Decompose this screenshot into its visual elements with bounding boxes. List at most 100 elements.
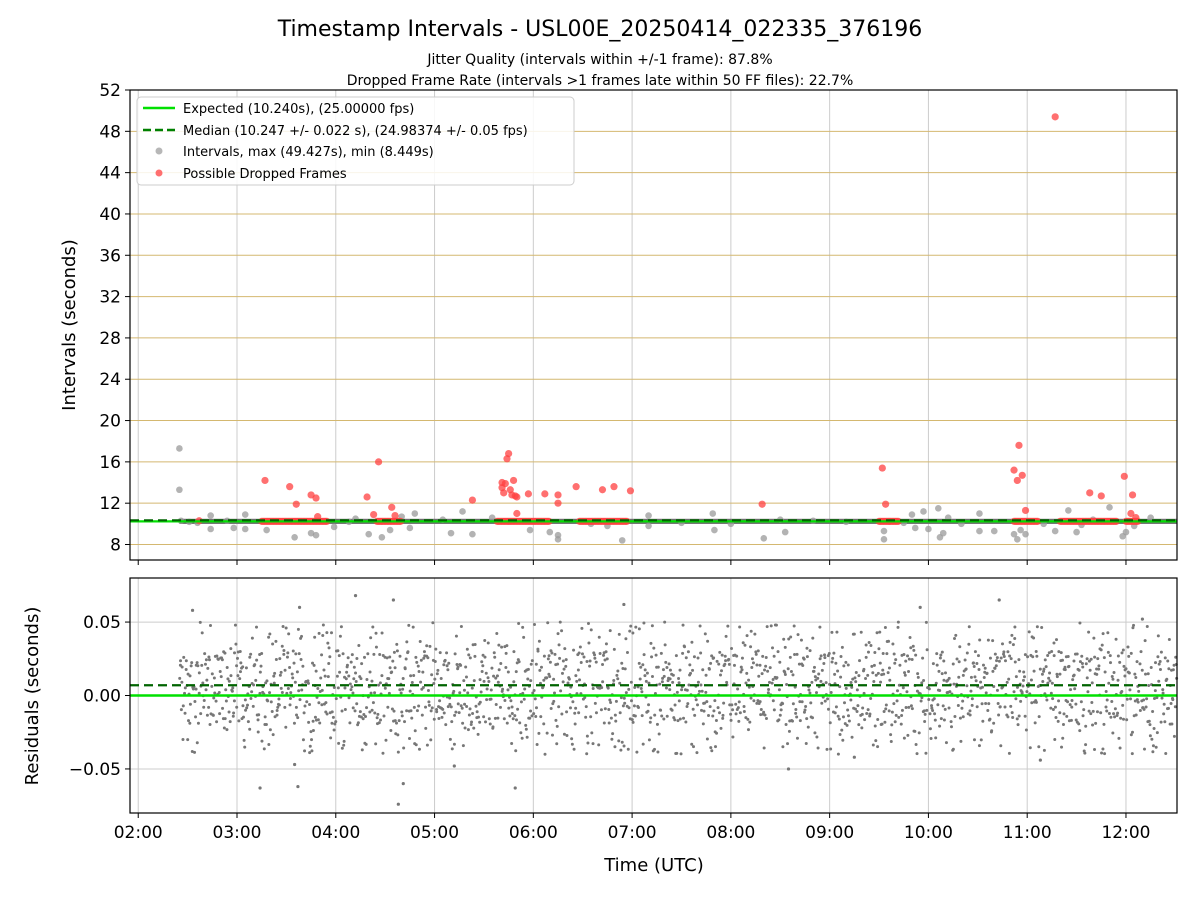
residual-point: [933, 712, 937, 716]
legend-intervals-marker: [155, 147, 163, 155]
residual-point: [1034, 649, 1038, 653]
residual-point: [977, 668, 981, 672]
interval-point: [990, 527, 998, 535]
residual-point: [206, 666, 210, 670]
residual-point: [915, 689, 919, 693]
residual-point: [1051, 697, 1055, 701]
residual-point: [705, 700, 709, 704]
residual-point: [569, 685, 573, 689]
residual-point: [570, 737, 574, 741]
residual-point: [322, 668, 326, 672]
residual-point: [297, 689, 301, 693]
residual-point: [817, 672, 821, 676]
residual-point: [362, 712, 366, 716]
residual-point: [1061, 736, 1065, 740]
residual-point: [483, 639, 487, 643]
residual-point: [269, 700, 273, 704]
residual-point: [617, 739, 621, 743]
residual-point: [419, 658, 423, 662]
residual-point: [572, 747, 576, 751]
interval-point: [176, 486, 183, 494]
interval-point: [934, 505, 942, 512]
residual-point: [374, 631, 378, 635]
residual-point: [1080, 654, 1084, 658]
residual-point: [911, 644, 915, 648]
residual-point: [744, 716, 748, 720]
residual-point: [1164, 751, 1168, 755]
residual-point: [235, 664, 239, 668]
residual-point: [1152, 697, 1156, 701]
residual-point: [925, 708, 929, 712]
residual-point: [1170, 722, 1174, 726]
residual-point: [953, 715, 957, 719]
residual-point: [885, 652, 889, 656]
residual-point: [542, 722, 546, 726]
residual-point: [279, 686, 283, 690]
residual-point: [370, 679, 374, 683]
residual-point: [218, 712, 222, 716]
residual-point: [556, 662, 560, 666]
residual-point: [675, 690, 679, 694]
residual-point: [567, 677, 571, 681]
residual-point: [690, 640, 694, 644]
residual-point: [869, 644, 873, 648]
residual-point: [1072, 659, 1076, 663]
residual-point: [573, 722, 577, 726]
x-tick-label: 08:00: [706, 823, 755, 843]
residual-point: [450, 720, 454, 724]
residual-point: [295, 713, 299, 717]
intervals-y-axis-label: Intervals (seconds): [59, 239, 80, 411]
residual-point: [309, 730, 313, 734]
residual-point: [865, 712, 869, 716]
residual-point: [584, 705, 588, 709]
residual-point: [521, 625, 525, 629]
residual-point: [291, 676, 295, 680]
residual-point: [759, 708, 763, 712]
residual-point: [246, 720, 250, 724]
residual-point: [552, 677, 556, 681]
residual-point: [525, 735, 529, 739]
dropped-frame-point: [468, 496, 477, 504]
residual-point: [917, 731, 921, 735]
residual-point: [701, 668, 705, 672]
residual-point: [909, 704, 913, 708]
residual-point: [225, 728, 229, 732]
residual-point: [1048, 671, 1052, 675]
residual-point: [357, 644, 361, 648]
residual-point: [863, 718, 867, 722]
residual-point: [295, 670, 299, 674]
residual-point: [288, 703, 292, 707]
residual-point: [692, 655, 696, 659]
residual-point: [930, 706, 934, 710]
residual-point: [644, 679, 648, 683]
residuals-reference-lines: [130, 684, 1177, 697]
residual-point: [771, 677, 775, 681]
residual-point: [403, 667, 407, 671]
residual-point: [605, 657, 609, 661]
residual-point: [724, 659, 728, 663]
interval-point: [312, 531, 320, 539]
residual-point: [805, 655, 809, 659]
residual-point: [217, 691, 221, 695]
residual-point: [729, 712, 733, 716]
residual-point: [814, 691, 818, 695]
residual-point: [1135, 660, 1139, 664]
residual-point: [923, 720, 927, 724]
residual-point: [495, 674, 499, 678]
residual-point: [183, 686, 187, 690]
dropped-frame-point: [312, 494, 320, 502]
residual-point: [812, 665, 816, 669]
residual-outlier-point: [852, 755, 856, 759]
residual-point: [300, 688, 304, 692]
residual-point: [816, 676, 820, 680]
residual-point: [1050, 650, 1054, 654]
residual-point: [331, 715, 335, 719]
residual-point: [811, 716, 815, 720]
residual-point: [1087, 659, 1091, 663]
residual-point: [482, 715, 486, 719]
residual-point: [609, 701, 613, 705]
residual-point: [487, 680, 491, 684]
residual-point: [647, 681, 651, 685]
residual-point: [854, 680, 858, 684]
residual-point: [750, 666, 754, 670]
